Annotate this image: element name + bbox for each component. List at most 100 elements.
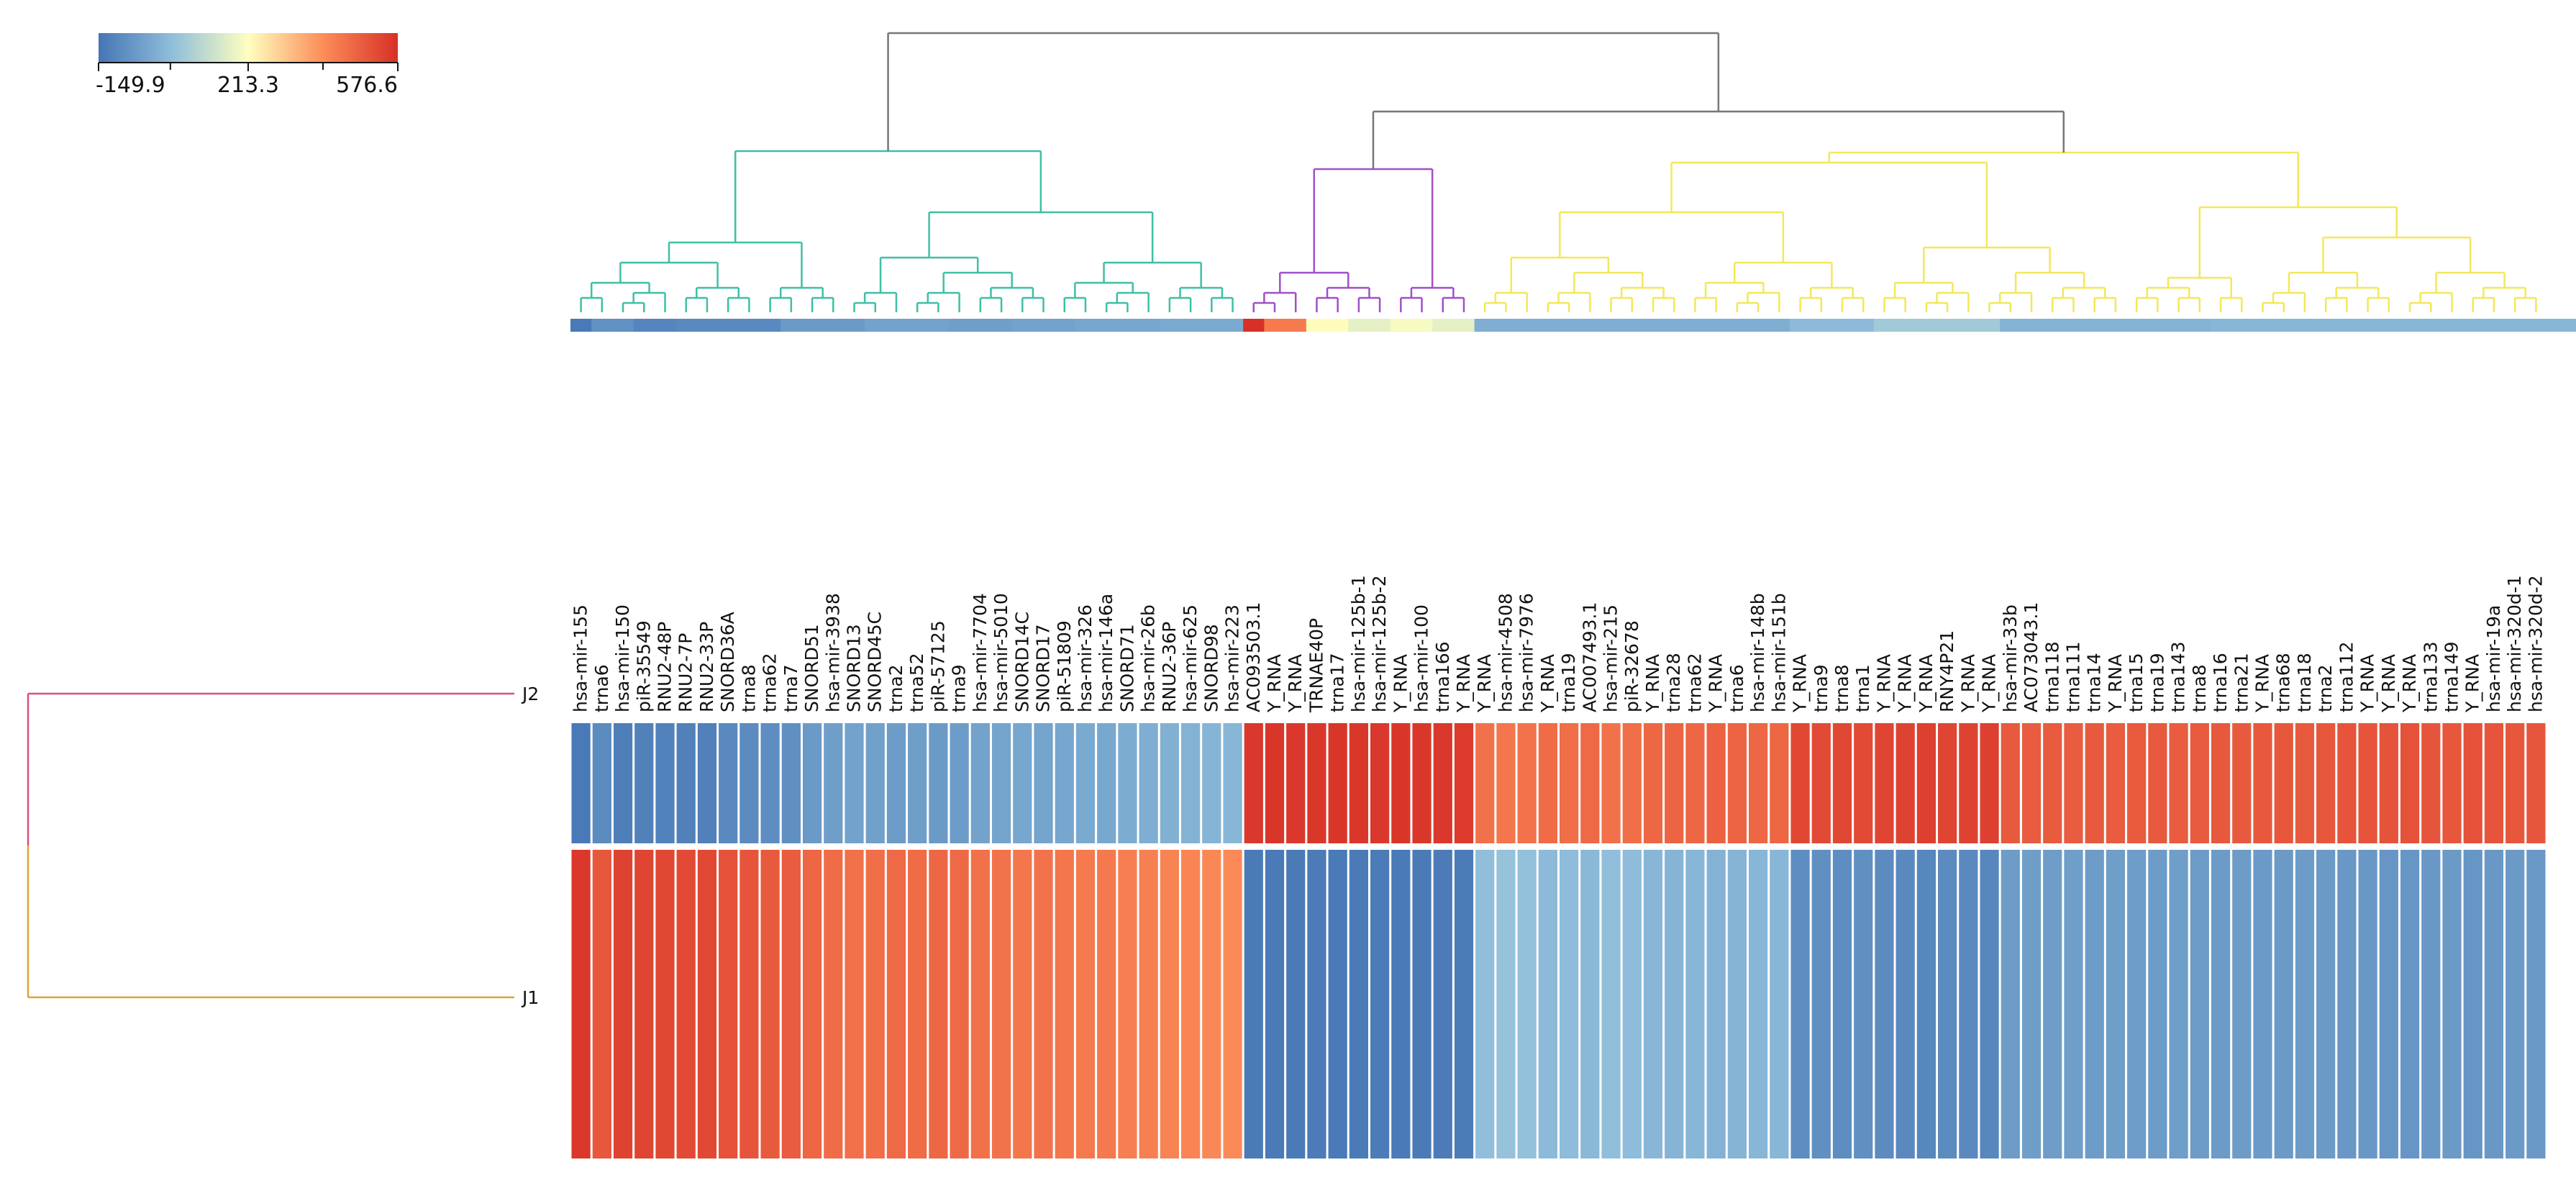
heatmap-cell-J2 <box>2043 723 2062 843</box>
column-dendrogram <box>580 32 2537 312</box>
heatmap-cell-J1 <box>1349 850 1368 1158</box>
heatmap-cell-J1 <box>2169 850 2188 1158</box>
annotation-cell <box>1768 319 1790 332</box>
heatmap-cell-J2 <box>1665 723 1684 843</box>
column-label: hsa-mir-5010 <box>991 593 1011 712</box>
colorbar-tick-label: 576.6 <box>336 73 398 98</box>
column-label: hsa-mir-125b-2 <box>1369 575 1390 712</box>
column-label: trna19 <box>1558 653 1579 712</box>
annotation-cell <box>1936 319 1959 332</box>
heatmap-cell-J1 <box>1496 850 1516 1158</box>
heatmap-cell-J2 <box>1307 723 1326 843</box>
heatmap-cell-J1 <box>2358 850 2377 1158</box>
column-label: trna16 <box>2210 653 2231 712</box>
heatmap-cell-J2 <box>2232 723 2252 843</box>
column-label: RNU2-36P <box>1159 622 1180 712</box>
column-label: hsa-mir-26b <box>1138 604 1159 712</box>
heatmap-cell-J1 <box>1601 850 1621 1158</box>
heatmap-cell-J1 <box>886 850 906 1158</box>
heatmap-cell-J1 <box>2064 850 2083 1158</box>
annotation-cell <box>1706 319 1727 332</box>
heatmap-cell-J2 <box>781 723 801 843</box>
heatmap-cell-J2 <box>2253 723 2272 843</box>
heatmap-cell-J2 <box>1854 723 1873 843</box>
annotation-cell <box>2105 319 2127 332</box>
heatmap-cell-J2 <box>655 723 675 843</box>
heatmap-cell-J1 <box>1013 850 1032 1158</box>
column-label: RNU2-33P <box>696 622 717 712</box>
heatmap-cell-J1 <box>908 850 927 1158</box>
column-label: Y_RNA <box>1957 654 1978 713</box>
column-label: AC093503.1 <box>1243 602 1264 712</box>
column-label: hsa-mir-326 <box>1075 604 1096 712</box>
column-label: Y_RNA <box>2252 654 2272 713</box>
column-label: Y_RNA <box>1642 654 1663 713</box>
column-label: trna149 <box>2441 641 2462 712</box>
annotation-cell <box>1264 319 1286 332</box>
heatmap-cell-J1 <box>845 850 864 1158</box>
heatmap-cell-J2 <box>1517 723 1537 843</box>
heatmap-cell-J1 <box>1749 850 1768 1158</box>
annotation-cell <box>2399 319 2421 332</box>
column-label: trna62 <box>760 653 780 712</box>
annotation-cell <box>2336 319 2358 332</box>
column-label: Y_RNA <box>1390 654 1411 713</box>
heatmap-cell-J1 <box>1685 850 1705 1158</box>
heatmap-cell-J1 <box>1286 850 1306 1158</box>
heatmap-cell-J1 <box>2421 850 2441 1158</box>
heatmap-cell-J1 <box>1916 850 1936 1158</box>
column-label: SNORD13 <box>844 624 865 712</box>
heatmap-cell-J1 <box>571 850 591 1158</box>
heatmap-cell-J2 <box>613 723 633 843</box>
annotation-cell <box>2126 319 2148 332</box>
column-label: trna143 <box>2168 641 2189 712</box>
column-label: trna8 <box>738 664 759 712</box>
column-label: trna7 <box>780 664 801 712</box>
heatmap-cell-J2 <box>991 723 1011 843</box>
heatmap-cell-J2 <box>719 723 738 843</box>
heatmap-cell-J1 <box>2274 850 2293 1158</box>
heatmap-cell-J2 <box>1706 723 1726 843</box>
column-label: Y_RNA <box>1537 654 1558 713</box>
column-label: RNY4P21 <box>1936 630 1957 712</box>
heatmap-cell-J1 <box>2001 850 2020 1158</box>
heatmap-cell-J2 <box>1938 723 1957 843</box>
heatmap-cell-J1 <box>1370 850 1390 1158</box>
column-label: trna15 <box>2126 653 2147 712</box>
heatmap-cell-J1 <box>991 850 1011 1158</box>
heatmap-cell-J2 <box>2001 723 2020 843</box>
heatmap-cell-J1 <box>781 850 801 1158</box>
row-label: J2 <box>521 684 539 704</box>
heatmap-cell-J1 <box>2232 850 2252 1158</box>
heatmap-cell-J2 <box>2169 723 2188 843</box>
row-labels: J2 J1 <box>521 684 539 1008</box>
annotation-cell <box>1327 319 1349 332</box>
heatmap-cell-J2 <box>1560 723 1579 843</box>
column-label: SNORD98 <box>1201 624 1221 712</box>
heatmap-cell-J2 <box>1749 723 1768 843</box>
heatmap-cell-J2 <box>2400 723 2420 843</box>
annotation-cell <box>1075 319 1097 332</box>
annotation-cell <box>1600 319 1622 332</box>
column-label: Y_RNA <box>1790 654 1811 713</box>
heatmap-cell-J2 <box>970 723 990 843</box>
heatmap-cell-J1 <box>655 850 675 1158</box>
annotation-cell <box>2547 319 2568 332</box>
column-label: trna118 <box>2042 641 2062 712</box>
heatmap-cell-J2 <box>760 723 780 843</box>
heatmap-cell-J2 <box>1980 723 1999 843</box>
heatmap-cell-J2 <box>1412 723 1432 843</box>
heatmap-cell-J2 <box>1097 723 1116 843</box>
heatmap-cell-J1 <box>1075 850 1096 1158</box>
heatmap-cell-J1 <box>1475 850 1495 1158</box>
column-label: trna14 <box>2084 653 2105 712</box>
heatmap-cell-J1 <box>1202 850 1221 1158</box>
column-label: trna1 <box>1852 664 1873 712</box>
annotation-cell <box>1663 319 1685 332</box>
column-label: trna19 <box>2147 653 2167 712</box>
annotation-cell <box>1684 319 1706 332</box>
annotation-cell <box>1432 319 1454 332</box>
heatmap-cell-J2 <box>2463 723 2482 843</box>
column-label: hsa-mir-7976 <box>1516 593 1537 712</box>
annotation-cell <box>2315 319 2337 332</box>
